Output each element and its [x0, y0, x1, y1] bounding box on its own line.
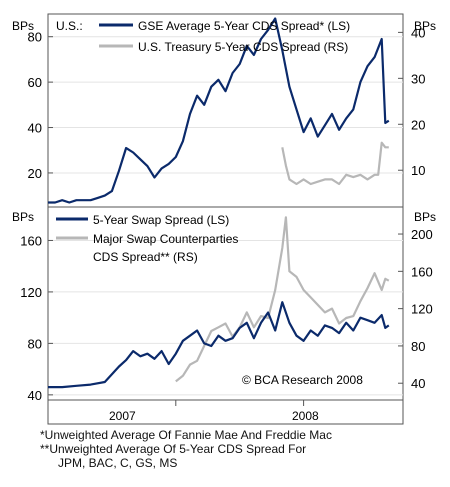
- left-tick-label: 40: [28, 121, 42, 136]
- top-panel: BPs BPs U.S.: 20 40 60 80 10 20 30 40 GSE Aver…: [12, 13, 436, 208]
- right-tick-label: 80: [411, 339, 425, 354]
- right-tick-label: 40: [411, 25, 425, 40]
- bottom-plot-area: [47, 206, 404, 401]
- bottom-left-tick-labels: 40 80 120 160: [20, 233, 42, 402]
- bottom-series-lines: [48, 216, 390, 389]
- bottom-left-unit: BPs: [12, 210, 34, 224]
- chart-frame: BPs BPs U.S.: 20 40 60 80 10 20 30 40 GSE Aver…: [4, 4, 444, 480]
- top-left-tick-labels: 20 40 60 80: [28, 30, 42, 181]
- left-tick-label: 80: [28, 336, 42, 351]
- top-left-unit: BPs: [12, 19, 34, 33]
- series-line-ls: [48, 301, 390, 389]
- series-line-rs: [281, 141, 389, 186]
- right-tick-label: 200: [411, 227, 433, 242]
- legend-label-counterparties-line2: CDS Spread** (RS): [93, 250, 198, 264]
- left-tick-label: 160: [20, 233, 42, 248]
- footnote-2: **Unweighted Average Of 5-Year CDS Sprea…: [40, 442, 307, 456]
- x-tick-marks: [47, 400, 305, 406]
- left-tick-label: 40: [28, 388, 42, 403]
- chart-canvas: BPs BPs U.S.: 20 40 60 80 10 20 30 40 GSE Aver…: [12, 13, 436, 425]
- footnote-3: JPM, BAC, C, GS, MS: [58, 456, 178, 470]
- top-panel-title: U.S.:: [56, 19, 83, 33]
- x-tick-label-2007: 2007: [109, 409, 136, 423]
- x-axis: 2007 2008: [47, 399, 404, 425]
- footnote-1: *Unweighted Average Of Fannie Mae And Fr…: [40, 428, 332, 442]
- right-tick-label: 10: [411, 163, 425, 178]
- right-tick-label: 120: [411, 302, 433, 317]
- series-line-rs: [175, 216, 390, 383]
- series-line-ls: [48, 17, 390, 204]
- legend-label-swap: 5-Year Swap Spread (LS): [93, 213, 229, 227]
- left-tick-label: 80: [28, 30, 42, 45]
- left-tick-label: 60: [28, 75, 42, 90]
- copyright-annotation: © BCA Research 2008: [242, 373, 363, 387]
- bottom-gridlines: [48, 233, 403, 396]
- right-tick-label: 40: [411, 376, 425, 391]
- top-right-tick-labels: 10 20 30 40: [411, 25, 425, 178]
- right-tick-label: 160: [411, 264, 433, 279]
- bottom-right-tick-labels: 40 80 120 160 200: [411, 227, 433, 391]
- x-tick-label-2008: 2008: [292, 409, 319, 423]
- left-tick-label: 20: [28, 166, 42, 181]
- x-axis-band: [47, 399, 404, 425]
- top-series-lines: [48, 17, 390, 204]
- top-right-unit: BPs: [414, 19, 436, 33]
- legend-label-gse: GSE Average 5-Year CDS Spread* (LS): [138, 19, 350, 33]
- legend-label-counterparties-line1: Major Swap Counterparties: [93, 232, 238, 246]
- top-gridlines: [48, 31, 403, 174]
- bottom-right-unit: BPs: [414, 210, 436, 224]
- right-tick-label: 20: [411, 117, 425, 132]
- legend-label-treasury: U.S. Treasury 5-Year CDS Spread (RS): [138, 40, 348, 54]
- left-tick-label: 120: [20, 285, 42, 300]
- right-tick-label: 30: [411, 71, 425, 86]
- bottom-panel: BPs BPs 40 80 120 160 40 80 120 160 200 5-Year …: [12, 206, 436, 403]
